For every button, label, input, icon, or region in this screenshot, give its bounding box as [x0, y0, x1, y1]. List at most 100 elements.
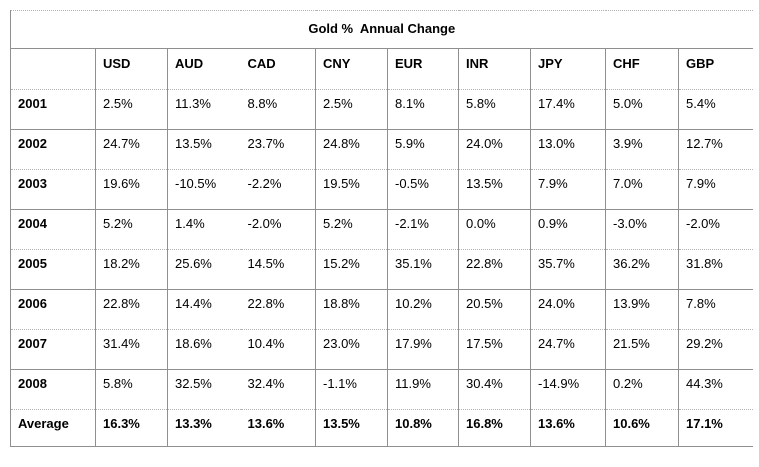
table-cell: 32.4%: [240, 369, 316, 410]
header-row: USD AUD CAD CNY EUR INR JPY CHF GBP: [10, 48, 753, 90]
table-cell: 10.2%: [387, 289, 459, 330]
table-cell: 10.8%: [387, 409, 459, 447]
table-cell: 18.6%: [167, 329, 241, 370]
table-cell: 16.3%: [95, 409, 168, 447]
table-cell: 31.4%: [95, 329, 168, 370]
table-row-average: Average 16.3% 13.3% 13.6% 13.5% 10.8% 16.8% 13.…: [10, 409, 753, 447]
table-cell: 14.4%: [167, 289, 241, 330]
table-cell: 8.8%: [240, 89, 316, 130]
table-row-2007: 2007 31.4% 18.6% 10.4% 23.0% 17.9% 17.5% 24.7% 2…: [10, 329, 753, 370]
table-cell: -14.9%: [530, 369, 606, 410]
column-header-gbp: GBP: [677, 48, 753, 90]
table-cell: 10.6%: [605, 409, 679, 447]
table-cell: 15.2%: [315, 249, 388, 290]
table-cell: 0.9%: [530, 209, 606, 250]
table-cell: 17.4%: [530, 89, 606, 130]
table-cell: 21.5%: [605, 329, 679, 370]
table-cell: 13.9%: [605, 289, 679, 330]
column-header-eur: EUR: [387, 48, 459, 90]
table-cell: -2.2%: [240, 169, 316, 210]
corner-cell: [10, 48, 96, 90]
table-cell: 13.0%: [530, 129, 606, 170]
table-cell: -2.0%: [240, 209, 316, 250]
table-cell: 44.3%: [677, 369, 753, 410]
table-cell: 20.5%: [458, 289, 531, 330]
table-cell: 22.8%: [458, 249, 531, 290]
table-cell: 23.0%: [315, 329, 388, 370]
row-label: 2003: [10, 169, 96, 210]
column-header-cad: CAD: [240, 48, 316, 90]
table-cell: 3.9%: [605, 129, 679, 170]
table-cell: 14.5%: [240, 249, 316, 290]
gold-annual-change-table: Gold % Annual Change USD AUD CAD CNY EUR INR J…: [10, 10, 753, 447]
column-header-jpy: JPY: [530, 48, 606, 90]
table-cell: 5.2%: [315, 209, 388, 250]
table-cell: 24.8%: [315, 129, 388, 170]
table-cell: 18.2%: [95, 249, 168, 290]
table-cell: 25.6%: [167, 249, 241, 290]
table-cell: 7.9%: [677, 169, 753, 210]
table-row-2005: 2005 18.2% 25.6% 14.5% 15.2% 35.1% 22.8% 35.7% 3…: [10, 249, 753, 290]
row-label: 2001: [10, 89, 96, 130]
table-cell: 5.0%: [605, 89, 679, 130]
table-cell: 13.5%: [167, 129, 241, 170]
table-row-2006: 2006 22.8% 14.4% 22.8% 18.8% 10.2% 20.5% 24.0% 1…: [10, 289, 753, 330]
column-header-aud: AUD: [167, 48, 241, 90]
table-row-2008: 2008 5.8% 32.5% 32.4% -1.1% 11.9% 30.4% -14.9% 0…: [10, 369, 753, 410]
row-label: Average: [10, 409, 96, 447]
column-header-chf: CHF: [605, 48, 679, 90]
table-cell: 17.5%: [458, 329, 531, 370]
table-row-2004: 2004 5.2% 1.4% -2.0% 5.2% -2.1% 0.0% 0.9% -3.0% -…: [10, 209, 753, 250]
table-cell: 5.4%: [677, 89, 753, 130]
table-cell: 36.2%: [605, 249, 679, 290]
table-cell: 10.4%: [240, 329, 316, 370]
table-cell: -1.1%: [315, 369, 388, 410]
table-cell: 31.8%: [677, 249, 753, 290]
table-cell: 8.1%: [387, 89, 459, 130]
table-cell: 11.9%: [387, 369, 459, 410]
table-cell: -2.0%: [677, 209, 753, 250]
table-cell: 1.4%: [167, 209, 241, 250]
table-cell: 24.7%: [530, 329, 606, 370]
row-label: 2007: [10, 329, 96, 370]
table-cell: 32.5%: [167, 369, 241, 410]
table-cell: 24.7%: [95, 129, 168, 170]
table-cell: 7.9%: [530, 169, 606, 210]
table-cell: 0.2%: [605, 369, 679, 410]
table-cell: -10.5%: [167, 169, 241, 210]
table-cell: 2.5%: [95, 89, 168, 130]
table-cell: 13.3%: [167, 409, 241, 447]
table-cell: 35.7%: [530, 249, 606, 290]
table-cell: 24.0%: [530, 289, 606, 330]
table-cell: 5.2%: [95, 209, 168, 250]
table-cell: 30.4%: [458, 369, 531, 410]
table-cell: 18.8%: [315, 289, 388, 330]
table-cell: -2.1%: [387, 209, 459, 250]
table-cell: 7.0%: [605, 169, 679, 210]
table-cell: 5.8%: [95, 369, 168, 410]
row-label: 2004: [10, 209, 96, 250]
title-row: Gold % Annual Change: [10, 10, 753, 49]
table-cell: 17.1%: [677, 409, 753, 447]
table-cell: 19.5%: [315, 169, 388, 210]
table-cell: 12.7%: [677, 129, 753, 170]
table-cell: 5.8%: [458, 89, 531, 130]
table-cell: 16.8%: [458, 409, 531, 447]
table-cell: 29.2%: [677, 329, 753, 370]
table-cell: 23.7%: [240, 129, 316, 170]
table-cell: 2.5%: [315, 89, 388, 130]
row-label: 2008: [10, 369, 96, 410]
table-row-2002: 2002 24.7% 13.5% 23.7% 24.8% 5.9% 24.0% 13.0% 3.…: [10, 129, 753, 170]
table-cell: 13.6%: [240, 409, 316, 447]
table-title: Gold % Annual Change: [10, 10, 753, 49]
row-label: 2005: [10, 249, 96, 290]
table-cell: 5.9%: [387, 129, 459, 170]
table-cell: -0.5%: [387, 169, 459, 210]
row-label: 2002: [10, 129, 96, 170]
table-cell: 24.0%: [458, 129, 531, 170]
table-cell: 22.8%: [95, 289, 168, 330]
table-cell: 13.5%: [458, 169, 531, 210]
table-cell: 17.9%: [387, 329, 459, 370]
table-cell: -3.0%: [605, 209, 679, 250]
